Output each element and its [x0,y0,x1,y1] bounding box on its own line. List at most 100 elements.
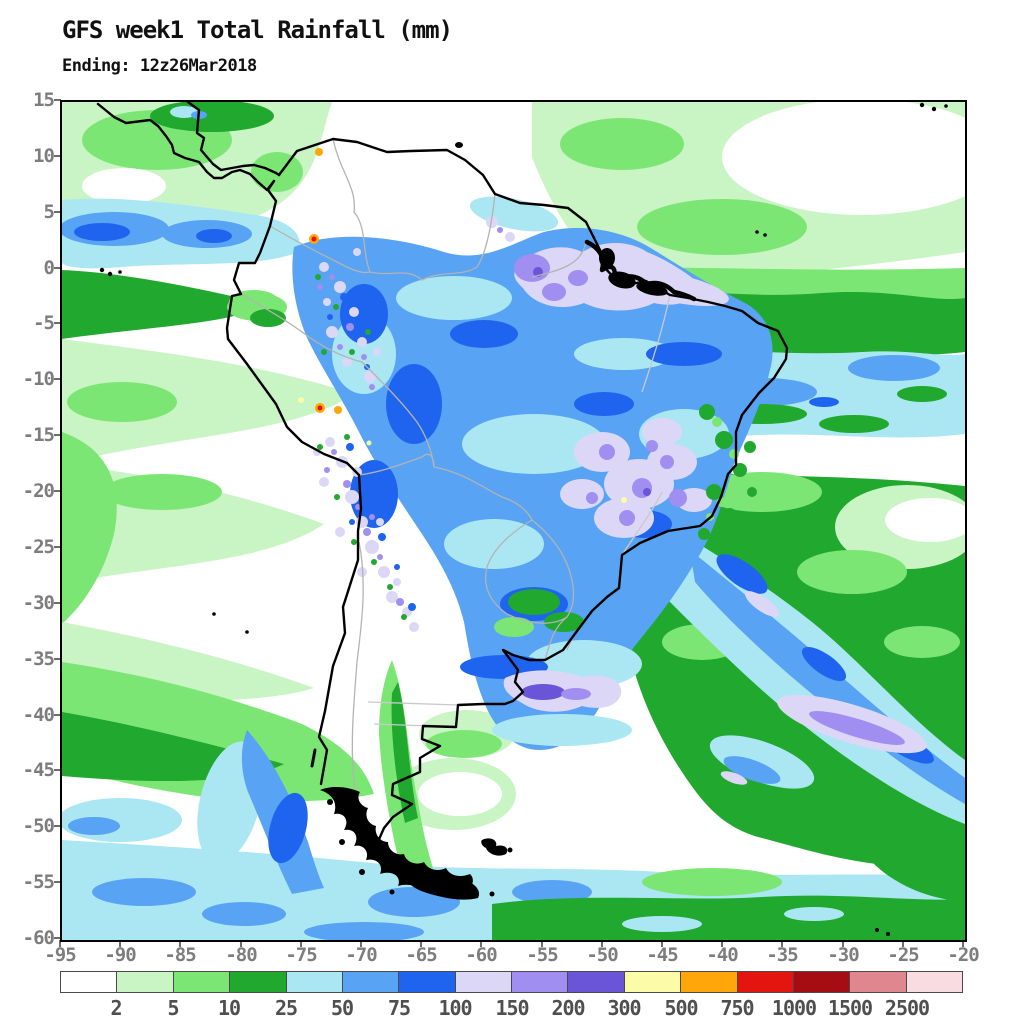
y-tick-mark [54,769,61,771]
colorbar-cell [850,972,907,992]
y-tick-mark [54,267,61,269]
colorbar-label: 1500 [827,996,873,1020]
y-tick-mark [54,155,61,157]
y-tick-mark [54,378,61,380]
x-tick-mark [661,940,663,947]
colorbar-legend [60,971,963,993]
country-borders [240,138,671,853]
colorbar-label: 50 [330,996,354,1020]
colorbar-cell [793,972,851,992]
x-tick-mark [721,940,723,947]
x-tick-mark [59,940,61,947]
x-tick-label: -70 [345,944,377,966]
colorbar-cell [117,972,174,992]
x-tick-mark [962,940,964,947]
y-tick-label: -55 [22,871,55,893]
x-tick-mark [781,940,783,947]
colorbar-label: 100 [438,996,472,1020]
x-tick-label: -20 [947,944,979,966]
y-tick-mark [54,490,61,492]
colorbar-cell [230,972,287,992]
colorbar-cell [342,972,400,992]
x-tick-mark [360,940,362,947]
x-tick-mark [240,940,242,947]
x-tick-label: -30 [827,944,859,966]
colorbar-cell [61,972,118,992]
x-tick-label: -75 [285,944,317,966]
colorbar-cell [173,972,231,992]
colorbar-cell [681,972,738,992]
page-title: GFS week1 Total Rainfall (mm) [62,16,453,44]
colorbar-label: 150 [495,996,529,1020]
colorbar-cell [568,972,625,992]
y-tick-mark [54,825,61,827]
y-tick-mark [54,546,61,548]
colorbar-label: 750 [720,996,754,1020]
y-tick-mark [54,322,61,324]
y-tick-label: -30 [22,592,55,614]
x-tick-label: -55 [526,944,558,966]
x-tick-label: -50 [586,944,618,966]
island-and-fjord-fills [99,102,948,936]
colorbar-cell [624,972,682,992]
x-tick-label: -95 [44,944,76,966]
x-tick-label: -60 [465,944,497,966]
x-tick-mark [420,940,422,947]
x-tick-label: -90 [104,944,136,966]
x-tick-label: -65 [405,944,437,966]
y-tick-label: -15 [22,424,55,446]
y-tick-label: -10 [22,368,55,390]
map-plot-area [60,100,967,942]
y-tick-mark [54,602,61,604]
colorbar-cell [399,972,456,992]
coastlines [96,102,789,855]
y-tick-label: -20 [22,480,55,502]
colorbar-label: 5 [167,996,179,1020]
x-tick-label: -35 [766,944,798,966]
y-tick-mark [54,881,61,883]
colorbar-label: 25 [274,996,298,1020]
colorbar-label: 75 [387,996,411,1020]
x-tick-mark [902,940,904,947]
colorbar-cell [512,972,569,992]
x-tick-mark [300,940,302,947]
y-tick-mark [54,658,61,660]
colorbar-label: 500 [664,996,698,1020]
colorbar-label: 300 [607,996,641,1020]
y-tick-label: -5 [33,312,55,334]
x-tick-mark [480,940,482,947]
x-tick-mark [842,940,844,947]
x-tick-mark [179,940,181,947]
colorbar-label: 200 [551,996,585,1020]
y-tick-mark [54,99,61,101]
y-tick-mark [54,211,61,213]
colorbar-label: 1000 [771,996,817,1020]
colorbar-label: 2 [110,996,122,1020]
x-tick-mark [119,940,121,947]
x-tick-label: -25 [887,944,919,966]
valid-time-label: Ending: 12z26Mar2018 [62,56,257,76]
colorbar-cell [455,972,512,992]
y-tick-label: -45 [22,759,55,781]
colorbar-cell [737,972,794,992]
colorbar-label: 10 [217,996,241,1020]
y-tick-label: 10 [33,145,55,167]
colorbar-cell [286,972,343,992]
y-tick-label: -50 [22,815,55,837]
y-tick-label: -60 [22,927,55,949]
y-tick-mark [54,434,61,436]
colorbar-cell [906,972,962,992]
x-tick-label: -80 [225,944,257,966]
y-tick-label: 15 [33,89,55,111]
y-tick-label: -40 [22,704,55,726]
x-tick-label: -45 [646,944,678,966]
y-tick-label: -35 [22,648,55,670]
y-tick-label: -25 [22,536,55,558]
y-tick-label: 0 [43,257,55,279]
y-tick-label: 5 [43,201,55,223]
y-tick-mark [54,937,61,939]
x-tick-label: -85 [164,944,196,966]
colorbar-label: 2500 [884,996,930,1020]
x-tick-mark [601,940,603,947]
